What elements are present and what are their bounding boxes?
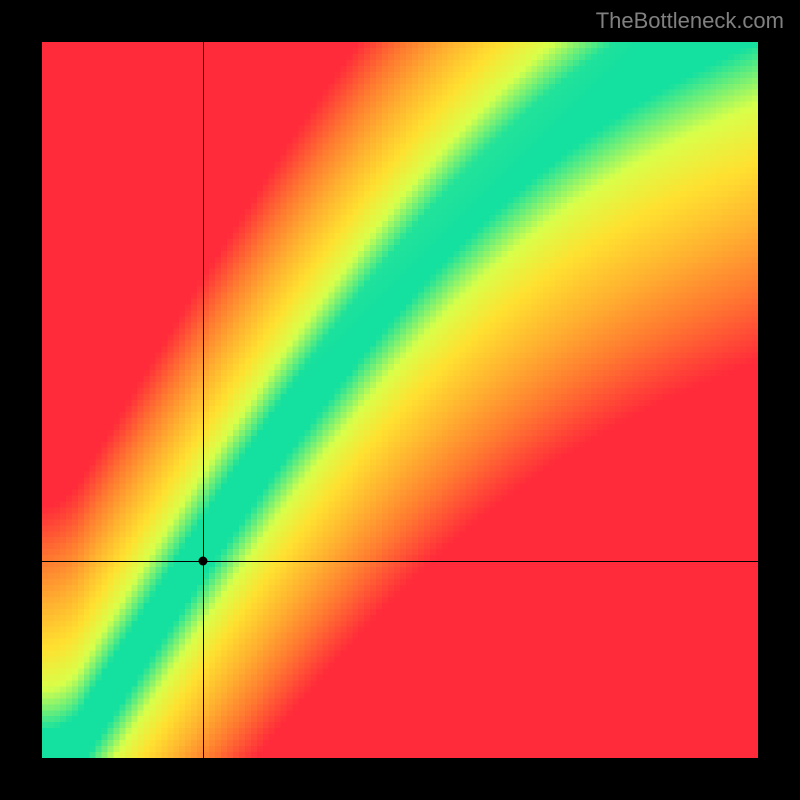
crosshair-horizontal	[42, 561, 758, 562]
heatmap-chart	[42, 42, 758, 758]
watermark-text: TheBottleneck.com	[596, 8, 784, 34]
marker-dot	[199, 557, 208, 566]
crosshair-vertical	[203, 42, 204, 758]
heatmap-canvas	[42, 42, 758, 758]
